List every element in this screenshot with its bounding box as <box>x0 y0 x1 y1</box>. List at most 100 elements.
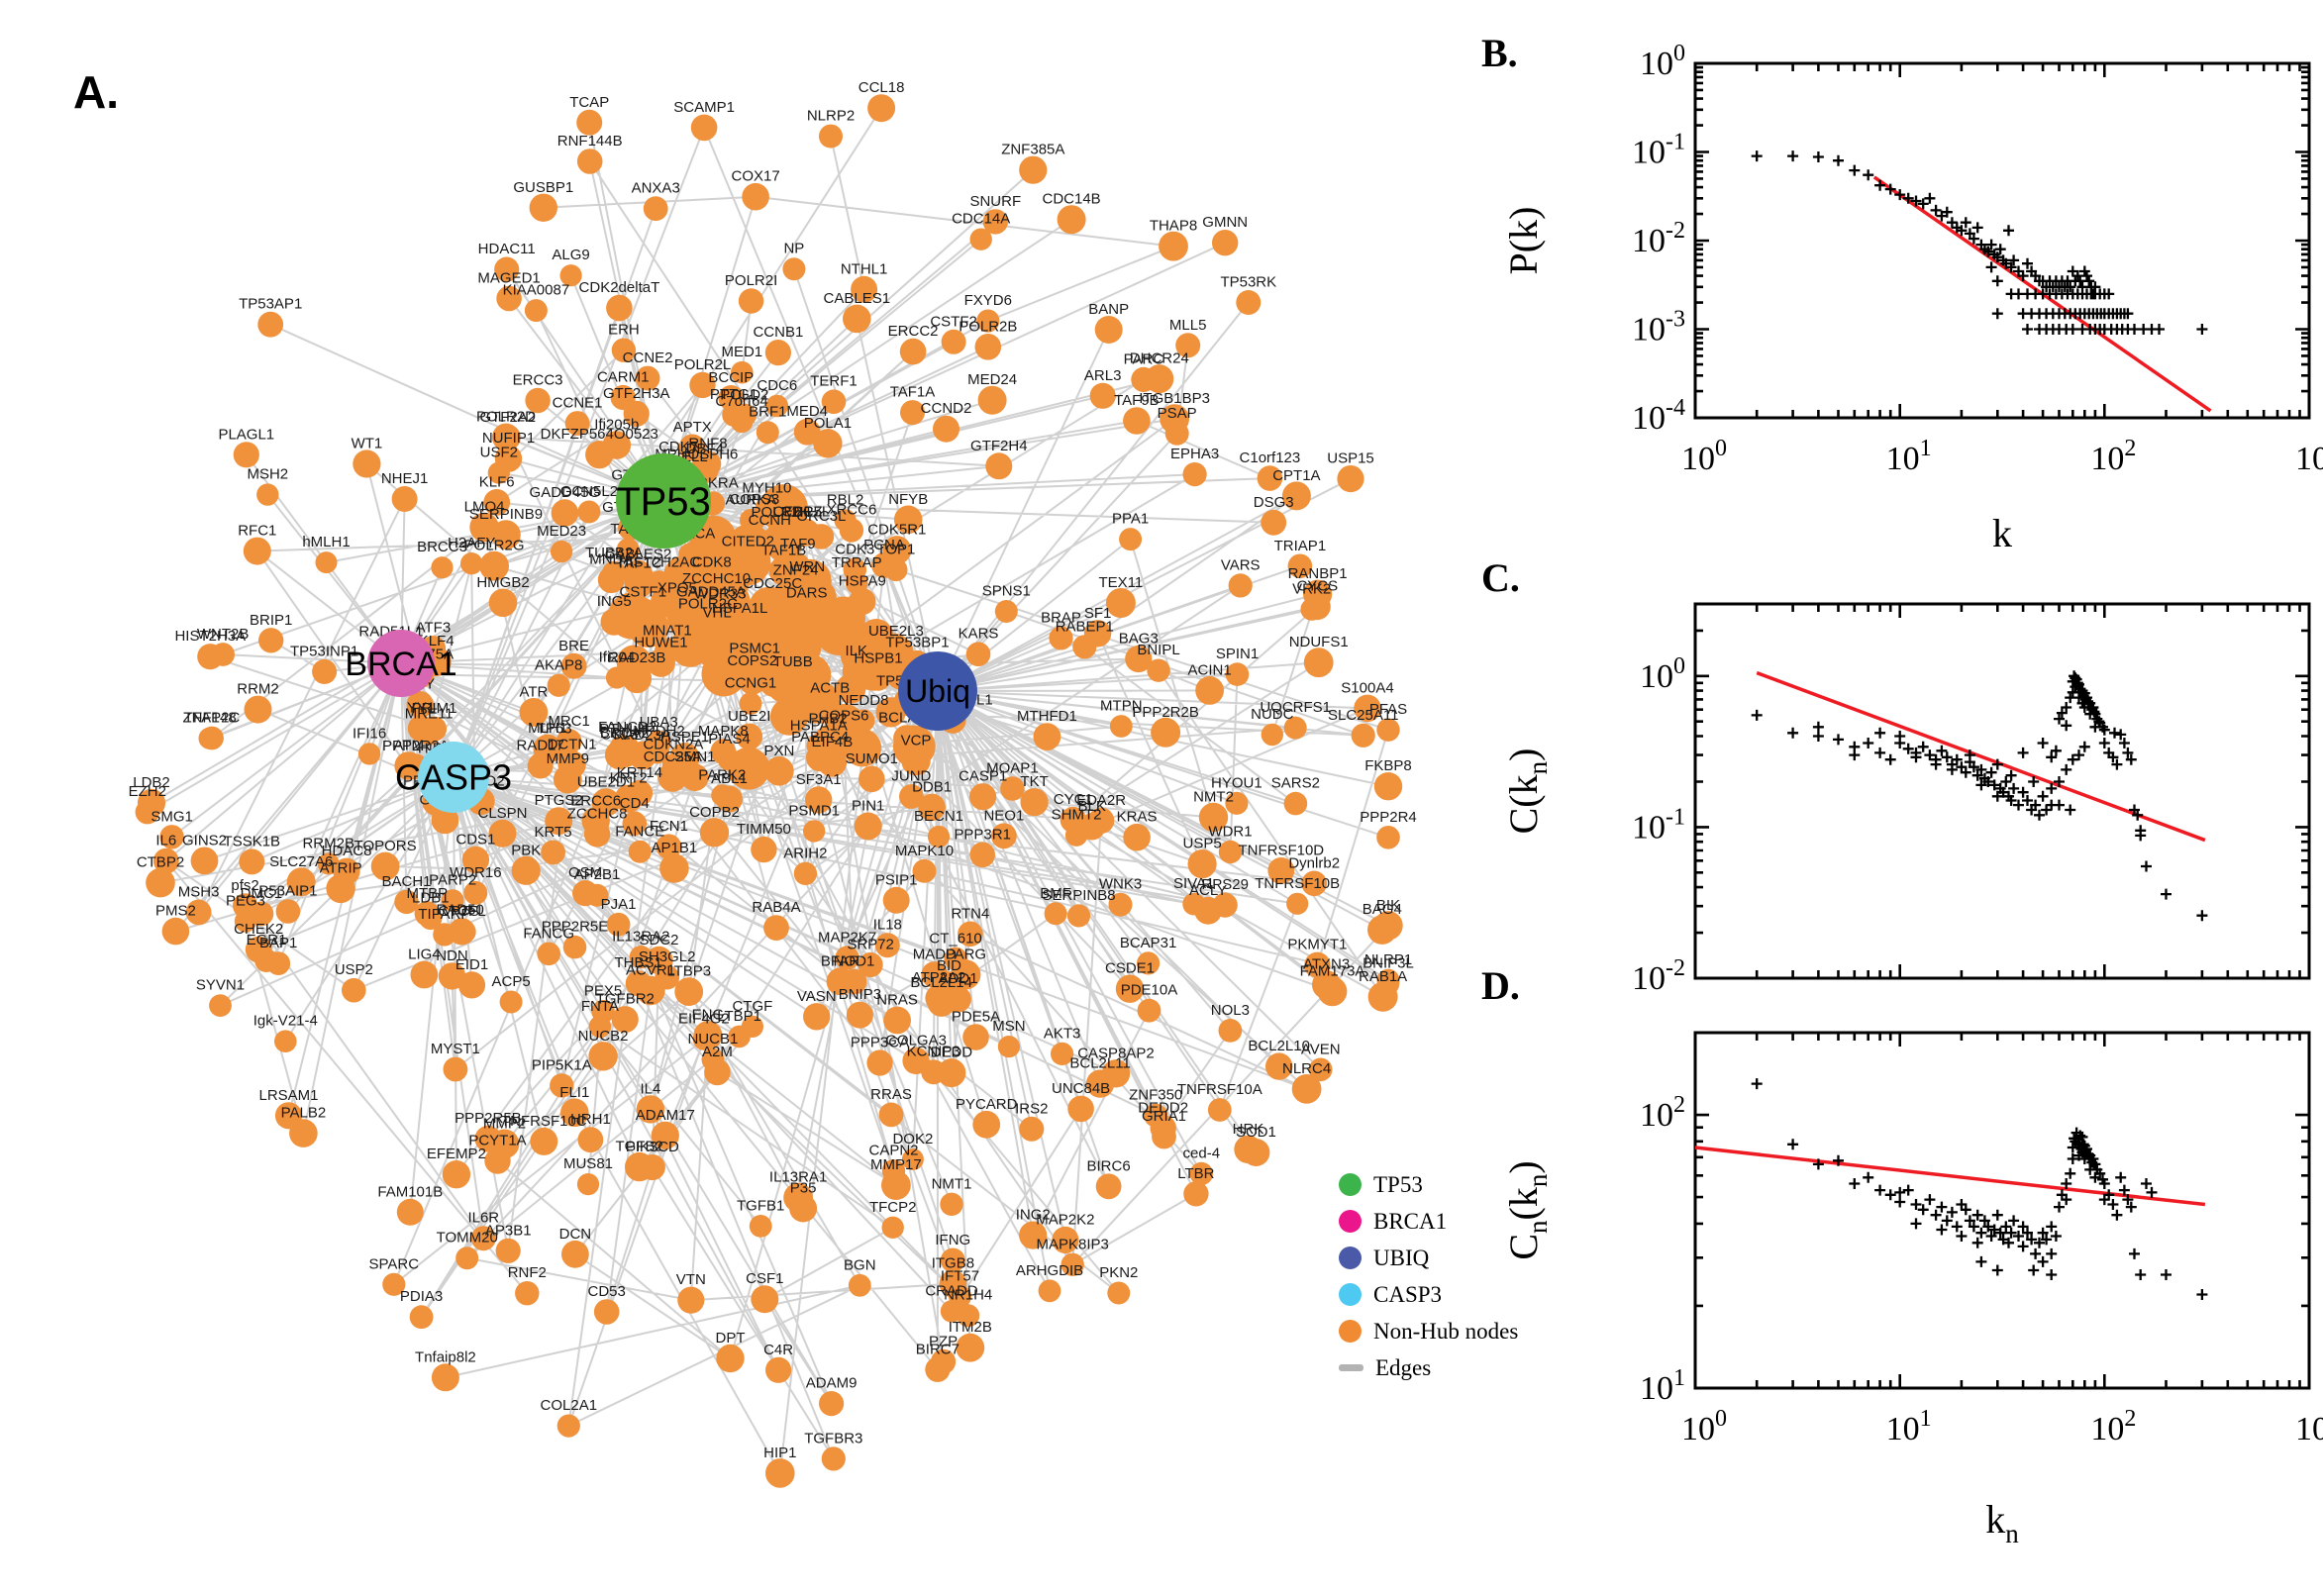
node-label: ERCC6 <box>570 792 621 809</box>
hub-node-ubiq <box>898 651 977 731</box>
non-hub-node <box>901 746 931 776</box>
node-label: PTS <box>451 903 479 920</box>
node-label: ERCC2 <box>888 323 939 340</box>
non-hub-node <box>1107 1281 1131 1305</box>
node-label: ZCCHC8 <box>567 805 628 822</box>
non-hub-node <box>625 1151 655 1182</box>
non-hub-node <box>469 512 499 543</box>
node-label: KARS <box>959 626 999 643</box>
node-label: PMS2 <box>155 903 196 920</box>
node-label: USP15 <box>1327 450 1374 467</box>
non-hub-node <box>470 1226 496 1251</box>
node-label: BMF <box>1040 885 1071 902</box>
non-hub-node <box>933 415 960 443</box>
node-label: DCTN1 <box>548 736 597 752</box>
node-label: PDIA3 <box>400 1288 443 1305</box>
node-label: POLR2D <box>476 409 536 426</box>
node-label: PPP2R2B <box>1132 704 1199 721</box>
node-label: GMNN <box>1202 214 1248 231</box>
node-label: CSF1 <box>746 1270 783 1287</box>
non-hub-node <box>286 867 316 897</box>
y-tick-label: 102 <box>1640 1092 1685 1134</box>
node-label: RAB1A <box>1359 968 1407 985</box>
node-label: CASP1 <box>959 768 1007 785</box>
non-hub-node <box>985 452 1013 480</box>
non-hub-node <box>557 750 586 779</box>
legend: TP53 BRCA1 UBIQ CASP3 Non-Hub nodes Edges <box>1339 1166 1518 1386</box>
node-label: ANXA3 <box>632 180 680 197</box>
node-label: MUS81 <box>563 1155 613 1172</box>
x-tick-label: 103 <box>2295 436 2323 477</box>
node-label: BRAP <box>1041 609 1081 626</box>
non-hub-node <box>769 697 809 736</box>
node-label: IL6R <box>467 1210 499 1227</box>
node-label: ITGB8 <box>932 1255 974 1272</box>
node-swatch-icon <box>1339 1320 1362 1343</box>
node-label: COL2A1 <box>541 1397 598 1414</box>
non-hub-node <box>274 1030 297 1052</box>
node-label: SF1 <box>1084 605 1112 622</box>
node-label: CT_610 <box>929 930 981 947</box>
node-label: CDC25A <box>644 748 702 765</box>
non-hub-node <box>738 288 764 314</box>
node-label: POLR2C <box>678 595 738 612</box>
y-tick-label: 100 <box>1640 41 1685 82</box>
panel-a-label: A. <box>73 66 119 118</box>
node-label: BRCC3 <box>417 539 467 555</box>
node-label: ACP5 <box>492 973 531 990</box>
non-hub-node <box>852 709 875 733</box>
network-node-labels: TAF1CTAF1AELLPTTG1POLD2CEBPZDBF4GTF2A2PO… <box>129 79 1417 1461</box>
node-label: C4R <box>763 1342 793 1358</box>
non-hub-node <box>244 695 272 724</box>
node-label: CSDE1 <box>1105 960 1155 977</box>
node-label: AP2B1 <box>574 866 621 883</box>
non-hub-node <box>628 598 657 628</box>
non-hub-node <box>616 538 640 561</box>
node-label: CCNH <box>749 512 791 529</box>
node-label: PLAGL1 <box>218 426 274 443</box>
non-hub-node <box>524 299 548 323</box>
non-hub-node <box>1257 465 1283 491</box>
node-label: NTHL1 <box>841 260 888 277</box>
node-label: GOLGA3 <box>885 1032 947 1048</box>
non-hub-node <box>382 1272 406 1296</box>
non-hub-node <box>740 653 769 683</box>
non-hub-node <box>628 741 657 770</box>
node-label: ING2 <box>1016 1207 1051 1224</box>
node-label: FNTA <box>581 998 619 1015</box>
node-label: GTF2H3A <box>603 385 670 402</box>
non-hub-node <box>636 1095 665 1124</box>
non-hub-node <box>159 825 184 849</box>
node-label: ATP2A2 <box>912 969 966 986</box>
node-label: THBS1 <box>615 954 662 971</box>
non-hub-node <box>622 811 648 837</box>
non-hub-node <box>893 505 923 535</box>
node-label: DHCR24 <box>1130 350 1189 367</box>
node-label: PARG <box>946 946 986 962</box>
node-label: MNAT1 <box>643 622 692 639</box>
non-hub-node <box>541 840 565 865</box>
non-hub-node <box>1376 826 1400 849</box>
node-label: DOK2 <box>892 1131 933 1147</box>
non-hub-node <box>525 387 551 414</box>
node-label: KIAA0087 <box>503 282 570 299</box>
non-hub-node <box>674 977 704 1006</box>
node-label: CDK2deltaT <box>579 279 660 296</box>
non-hub-node <box>1125 645 1153 673</box>
non-hub-node <box>755 496 779 521</box>
non-hub-node <box>545 807 573 836</box>
non-hub-node <box>882 886 910 914</box>
hub-node-casp3 <box>418 742 489 813</box>
node-label: ERCC3 <box>513 372 563 389</box>
non-hub-node <box>211 643 236 666</box>
node-label: GRIA1 <box>1142 1108 1186 1125</box>
non-hub-node <box>342 977 366 1003</box>
non-hub-node <box>680 763 709 792</box>
non-hub-node <box>1287 553 1313 579</box>
non-hub-node <box>414 901 440 927</box>
non-hub-node <box>628 840 652 863</box>
non-hub-node <box>1109 715 1133 738</box>
node-label: ERH <box>608 322 640 339</box>
non-hub-node <box>800 673 831 704</box>
y-tick-label: 10-3 <box>1632 307 1685 349</box>
